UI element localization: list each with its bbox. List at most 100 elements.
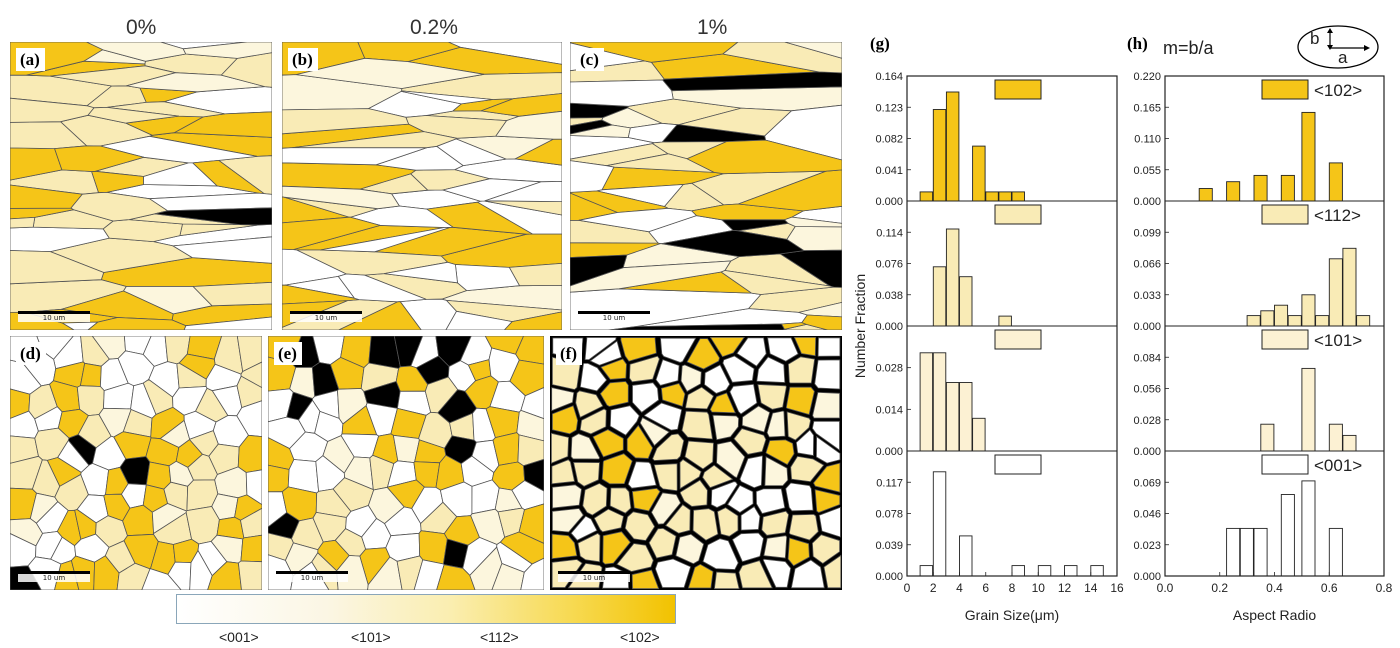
- grain: [122, 286, 213, 315]
- x-tick-label: 4: [956, 581, 963, 595]
- bar-h-1-5: [1315, 315, 1330, 327]
- orientation-map-c: [570, 42, 842, 330]
- y-axis-label: Number Fraction: [852, 274, 868, 378]
- grain: [552, 484, 582, 509]
- grain: [654, 558, 692, 588]
- grain: [383, 261, 458, 284]
- grain: [183, 316, 272, 330]
- y-tick-label: 0.039: [875, 540, 903, 552]
- grain: [570, 160, 615, 193]
- grain: [570, 254, 628, 287]
- grain: [741, 405, 771, 433]
- grain: [653, 463, 678, 492]
- grain: [712, 414, 740, 441]
- grain: [584, 337, 617, 361]
- grain: [814, 489, 841, 513]
- grain: [87, 317, 187, 330]
- bar-g-2-4: [972, 417, 986, 452]
- scale-bar-d: 10 um: [18, 569, 90, 582]
- grain: [171, 236, 272, 264]
- bar-g-0-4: [985, 191, 999, 202]
- grain: [570, 79, 674, 107]
- grain: [720, 219, 790, 232]
- grain: [499, 531, 544, 565]
- map-panel-e: (e) 10 um: [268, 336, 544, 590]
- ellipse-a-label: a: [1338, 48, 1348, 67]
- x-tick-label: 0.4: [1266, 581, 1283, 595]
- grain: [644, 402, 683, 431]
- grain: [236, 400, 262, 438]
- column-title-0-2pct: 0.2%: [410, 16, 458, 39]
- grain: [639, 417, 670, 447]
- grain: [763, 535, 788, 559]
- bar-h-1-0: [1246, 315, 1261, 327]
- bar-g-0-5: [998, 191, 1012, 202]
- grain: [240, 361, 262, 389]
- bar-g-0-0: [919, 191, 934, 202]
- color-key-label-102: <102>: [620, 629, 660, 645]
- grain: [787, 356, 816, 384]
- grain: [702, 538, 739, 570]
- grain: [814, 359, 841, 390]
- grain: [296, 57, 485, 89]
- grain: [282, 185, 401, 210]
- scale-label-b: 10 um: [290, 314, 362, 322]
- grain: [716, 440, 746, 479]
- grain: [713, 571, 740, 590]
- grain: [54, 145, 146, 172]
- bar-g-0-1: [932, 109, 947, 202]
- grain: [236, 375, 262, 409]
- grain: [503, 311, 562, 330]
- grain: [282, 216, 382, 251]
- bar-h-0-0: [1198, 188, 1213, 202]
- grain: [722, 355, 755, 383]
- bar-g-3-3: [1011, 565, 1025, 577]
- grain: [660, 337, 697, 363]
- grain: [599, 381, 629, 407]
- y-tick-label: 0.078: [875, 509, 903, 521]
- grain: [627, 122, 678, 144]
- y-tick-label: 0.000: [1133, 196, 1161, 208]
- panel-label-d: (d): [16, 342, 46, 365]
- x-tick-label: 14: [1084, 581, 1098, 595]
- grain: [520, 557, 544, 590]
- y-tick-label: 0.046: [1133, 509, 1161, 521]
- grain: [593, 508, 624, 533]
- x-axis-label-h: Aspect Radio: [1233, 607, 1316, 623]
- grain: [577, 532, 601, 563]
- grain: [320, 227, 451, 253]
- grain: [801, 314, 842, 330]
- grain: [578, 207, 698, 233]
- grain: [678, 107, 793, 137]
- y-tick-label: 0.165: [1133, 102, 1161, 114]
- x-tick-label: 0.0: [1157, 581, 1174, 595]
- bar-h-3-5: [1328, 527, 1343, 577]
- grain: [733, 428, 767, 455]
- grain: [790, 559, 825, 589]
- bar-g-0-2: [945, 91, 960, 202]
- bar-h-1-6: [1328, 258, 1343, 327]
- x-tick-label: 12: [1058, 581, 1072, 595]
- grain: [579, 408, 607, 435]
- grain: [629, 355, 660, 383]
- scale-bar-b: 10 um: [290, 309, 362, 322]
- y-tick-label: 0.084: [1133, 352, 1161, 364]
- grain: [692, 508, 719, 541]
- legend-swatch-h-1: [1261, 204, 1309, 225]
- x-tick-label: 16: [1110, 581, 1124, 595]
- bar-g-1-3: [998, 315, 1012, 327]
- grain: [788, 513, 819, 541]
- orientation-map-f: [550, 336, 842, 590]
- grain: [766, 410, 786, 438]
- grain: [648, 527, 677, 559]
- bar-h-2-3: [1342, 434, 1357, 452]
- grain: [552, 405, 579, 435]
- panel-label-c: (c): [576, 48, 604, 71]
- legend-swatch-g-0: [994, 79, 1042, 100]
- grain: [736, 337, 767, 367]
- y-tick-label: 0.000: [875, 321, 903, 333]
- panel-label-g: (g): [870, 34, 890, 53]
- bar-h-2-2: [1328, 423, 1343, 452]
- orientation-color-key: [176, 594, 676, 624]
